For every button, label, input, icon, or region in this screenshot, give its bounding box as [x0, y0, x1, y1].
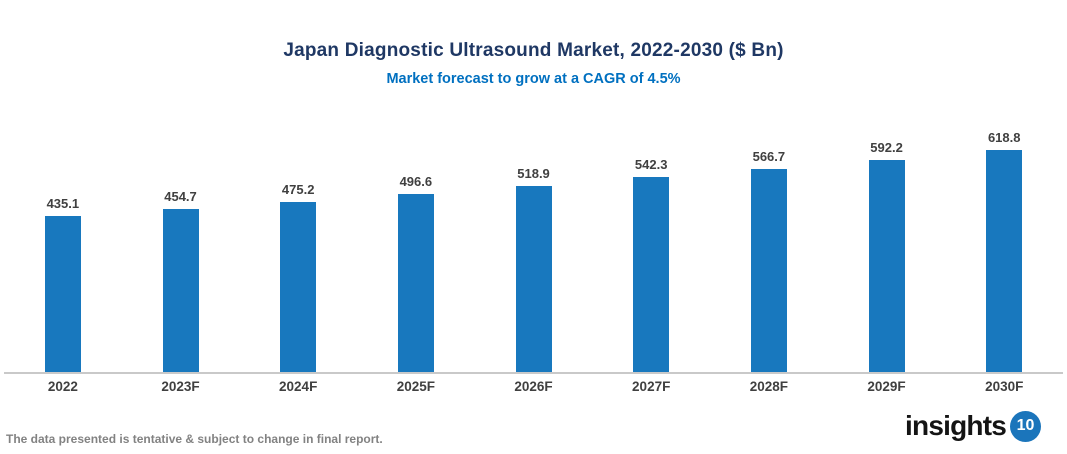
bar-column: 435.1	[4, 196, 122, 372]
bar	[750, 168, 787, 372]
plot-area: 435.1 454.7 475.2 496.6 518.9 542.3 566.7 592.2…	[4, 120, 1063, 372]
bar	[868, 159, 905, 372]
chart-title: Japan Diagnostic Ultrasound Market, 2022…	[283, 40, 784, 61]
bar-chart: 435.1 454.7 475.2 496.6 518.9 542.3 566.7 592.2…	[4, 120, 1063, 394]
bar-value-label: 496.6	[399, 173, 433, 189]
bar-column: 475.2	[239, 181, 357, 372]
chart-subtitle: Market forecast to grow at a CAGR of 4.5…	[386, 71, 681, 87]
bar-value-label: 518.9	[517, 165, 550, 181]
bar	[397, 193, 434, 372]
category-label: 2022	[47, 379, 78, 394]
logo-badge-10: 10	[1010, 410, 1041, 442]
bar	[280, 201, 317, 372]
category-label: 2028F	[749, 379, 788, 394]
bar	[633, 177, 670, 372]
bar-value-label: 592.2	[870, 139, 903, 155]
bar-column: 592.2	[828, 139, 946, 372]
logo-text: insights	[905, 410, 1007, 441]
bar-column: 496.6	[357, 174, 475, 372]
bar	[515, 185, 552, 372]
x-axis-line	[4, 372, 1063, 374]
bar-value-label: 454.7	[164, 188, 197, 204]
bar-value-label: 475.2	[281, 181, 315, 197]
bar	[44, 215, 81, 372]
category-label: 2029F	[867, 379, 906, 394]
category-label: 2027F	[632, 379, 671, 394]
bar-value-label: 435.1	[46, 195, 80, 211]
bar-value-label: 542.3	[634, 157, 668, 173]
bar-column: 454.7	[122, 189, 240, 372]
bar	[162, 208, 199, 372]
x-axis-labels: 2022 2023F 2024F 2025F 2026F 2027F 2028F 2029F 2…	[4, 374, 1063, 394]
category-label: 2026F	[514, 379, 553, 394]
category-label: 2030F	[985, 379, 1024, 394]
bar-column: 542.3	[592, 157, 710, 372]
chart-header: Japan Diagnostic Ultrasound Market, 2022…	[0, 0, 1067, 87]
category-label: 2023F	[161, 379, 200, 394]
bar-column: 566.7	[710, 149, 828, 372]
disclaimer-note: The data presented is tentative & subjec…	[6, 432, 383, 446]
bar-column: 518.9	[475, 166, 593, 372]
insights10-logo: insights 10	[905, 410, 1041, 442]
bar-value-label: 618.8	[987, 130, 1021, 145]
category-label: 2025F	[396, 379, 435, 394]
bar-column: 618.8	[945, 130, 1063, 372]
category-label: 2024F	[279, 379, 318, 394]
bar	[986, 150, 1023, 372]
bar-value-label: 566.7	[752, 148, 786, 164]
